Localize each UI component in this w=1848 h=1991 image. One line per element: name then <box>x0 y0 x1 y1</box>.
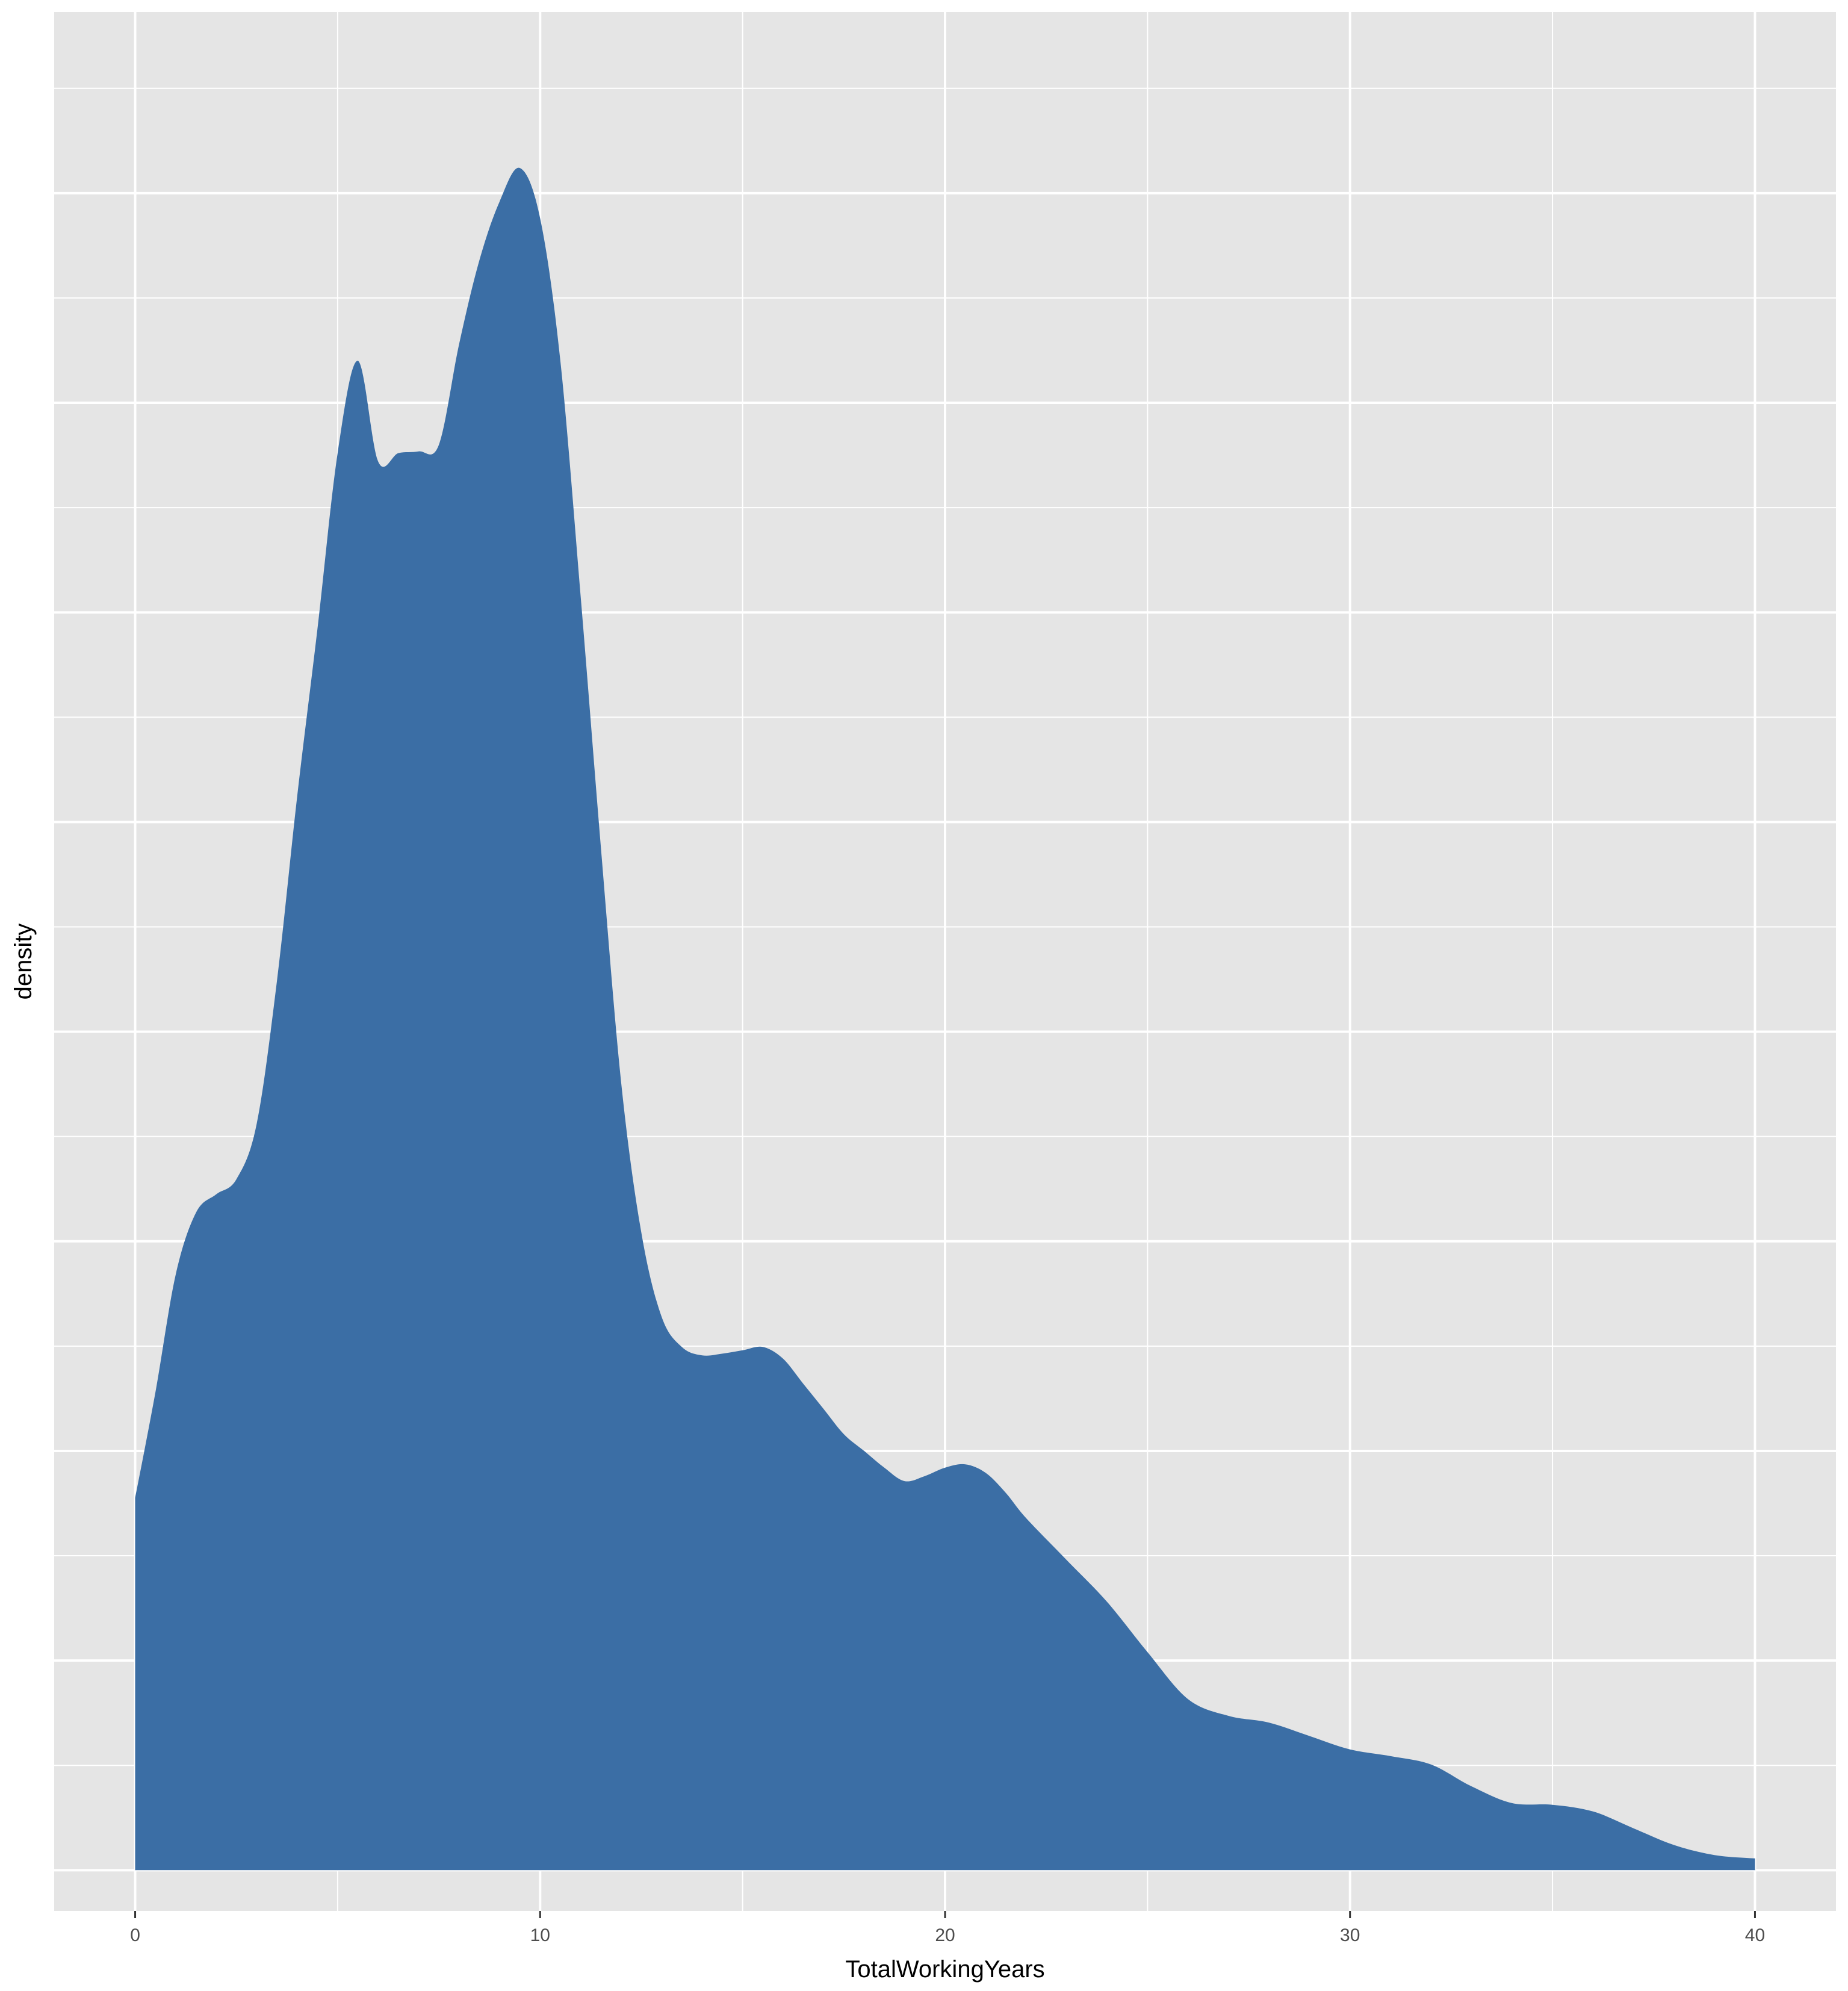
x-tick-label: 10 <box>530 1925 550 1945</box>
density-area <box>135 167 1755 1871</box>
x-tick-label: 30 <box>1340 1925 1360 1945</box>
x-axis-tick-labels: 0 10 20 30 40 <box>130 1925 1765 1945</box>
x-axis-title: TotalWorkingYears <box>845 1956 1044 1983</box>
y-axis-title: density <box>10 924 37 1000</box>
x-tick-label: 40 <box>1745 1925 1765 1945</box>
x-axis-ticks <box>134 1911 1756 1918</box>
x-tick-label: 0 <box>130 1925 140 1945</box>
x-tick-label: 20 <box>935 1925 955 1945</box>
